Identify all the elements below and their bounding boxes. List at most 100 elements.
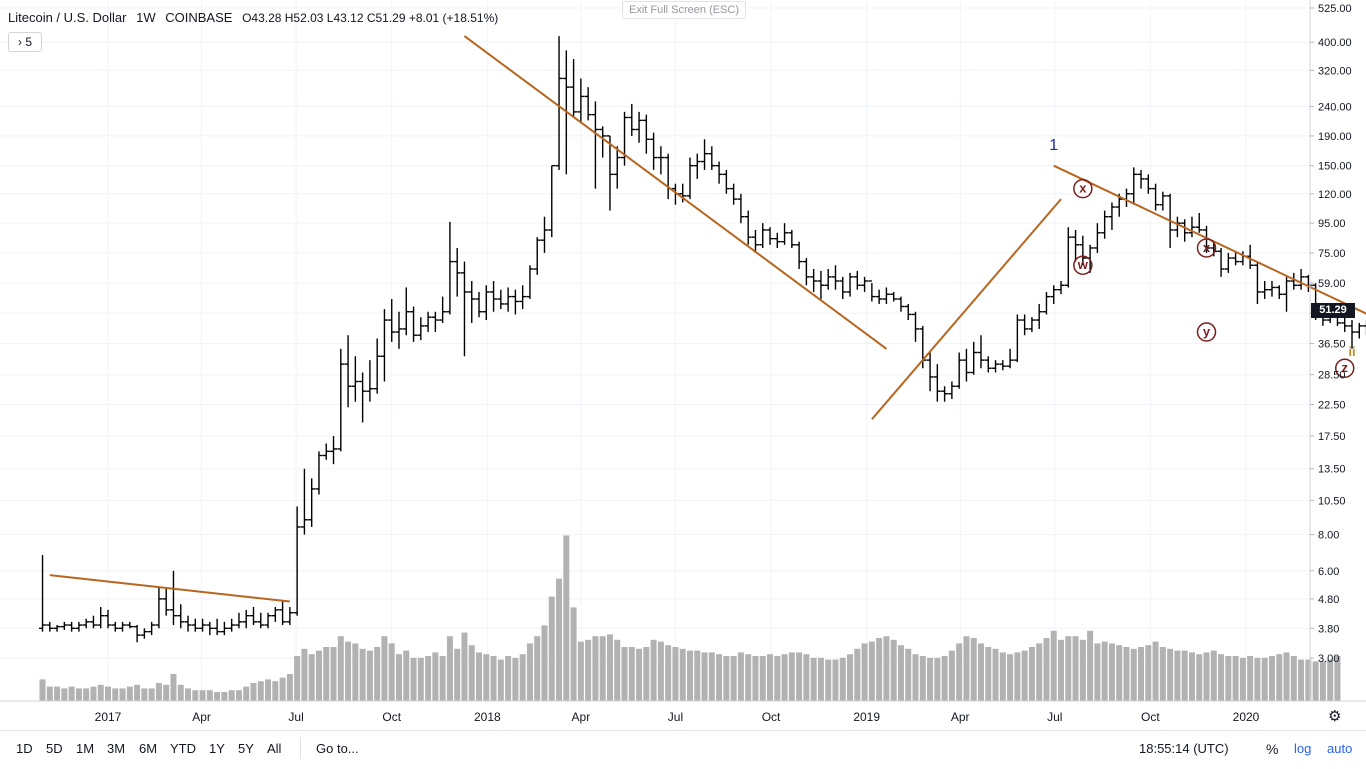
auto-scale-toggle[interactable]: auto (1327, 741, 1353, 756)
ohlc-bar (1297, 269, 1305, 290)
volume-bar (468, 645, 475, 701)
ohlc-bar (97, 607, 105, 629)
volume-bar (490, 656, 497, 701)
range-1d-button[interactable]: 1D (16, 741, 33, 756)
ohlc-bar (293, 506, 301, 616)
volume-bar (1145, 645, 1152, 701)
price-tick-label: 400.00 (1318, 37, 1352, 49)
volume-bar (461, 632, 468, 701)
ohlc-bar (511, 289, 519, 315)
exchange-label: COINBASE (165, 10, 233, 25)
volume-bar (563, 535, 570, 701)
ohlc-bar (162, 588, 170, 616)
volume-bar (374, 647, 381, 701)
range-1m-button[interactable]: 1M (76, 741, 95, 756)
ohlc-bar (1013, 314, 1021, 363)
volume-bar (796, 652, 803, 701)
ohlc-bar (693, 153, 701, 179)
wave-label: y (1203, 324, 1211, 339)
volume-bar (810, 657, 817, 701)
ohlc-bar (621, 111, 629, 166)
volume-bar (1218, 654, 1225, 701)
volume-bar (476, 652, 483, 701)
ohlc-bar (846, 272, 854, 297)
volume-bar (1210, 650, 1217, 701)
ohlc-bar (686, 157, 694, 200)
volume-bar (861, 643, 868, 701)
volume-bar (817, 657, 824, 701)
volume-bar (883, 636, 890, 701)
volume-bar (1283, 652, 1290, 701)
price-tick-label: 150.00 (1318, 161, 1352, 173)
volume-bar (403, 650, 410, 701)
ohlc-bar (519, 285, 527, 310)
price-chart[interactable]: 12xwxyziiiiiiivv 525.00400.00320.00240.0… (0, 0, 1366, 730)
interval-label[interactable]: 1W (136, 10, 156, 25)
range-1y-button[interactable]: 1Y (209, 741, 225, 756)
exit-fullscreen-button[interactable]: Exit Full Screen (ESC) (622, 1, 746, 19)
ohlc-bar (948, 381, 956, 399)
volume-bar (206, 690, 213, 701)
symbol-name[interactable]: Litecoin / U.S. Dollar (8, 10, 127, 25)
volume-bar (199, 690, 206, 701)
ohlc-bar (730, 183, 738, 205)
range-5y-button[interactable]: 5Y (238, 741, 254, 756)
ohlc-bar (657, 146, 665, 175)
volume-bar (46, 686, 53, 701)
ohlc-bar (613, 146, 621, 189)
ohlc-bar (606, 135, 614, 211)
price-tick-label: 8.00 (1318, 530, 1339, 542)
volume-bar (250, 683, 257, 701)
volume-bar (788, 652, 795, 701)
ohlc-bar (992, 360, 1000, 373)
ohlc-bar (497, 289, 505, 310)
time-tick-label: Oct (1141, 710, 1160, 724)
range-6m-button[interactable]: 6M (139, 741, 158, 756)
trendline (49, 574, 290, 603)
indicators-collapse-button[interactable]: › 5 (8, 32, 42, 52)
volume-bar (83, 688, 90, 701)
range-ytd-button[interactable]: YTD (170, 741, 196, 756)
ohlc-bar (1108, 202, 1116, 230)
gear-icon[interactable]: ⚙ (1328, 708, 1342, 725)
ohlc-bar (1232, 251, 1240, 266)
ohlc-bar (1042, 291, 1050, 315)
ohlc-bar (642, 114, 650, 154)
utc-clock[interactable]: 18:55:14 (UTC) (1139, 741, 1229, 756)
ohlc-bar (119, 621, 127, 632)
price-tick-label: 120.00 (1318, 189, 1352, 201)
ohlc-values: O43.28 H52.03 L43.12 C51.29 +8.01 (+18.5… (242, 11, 499, 25)
range-3m-button[interactable]: 3M (107, 741, 126, 756)
volume-bar (1290, 656, 1297, 701)
volume-bar (948, 650, 955, 701)
goto-date-button[interactable]: Go to... (316, 741, 359, 756)
volume-bar (541, 625, 548, 701)
price-tick-label: 59.00 (1318, 278, 1346, 290)
volume-bar (854, 648, 861, 701)
volume-bar (1167, 648, 1174, 701)
time-tick-label: 2020 (1233, 710, 1260, 724)
ohlc-bar (715, 161, 723, 184)
volume-bar (105, 686, 111, 701)
volume-bar (1152, 641, 1159, 701)
ohlc-bar (635, 111, 643, 143)
time-tick-label: Jul (668, 710, 683, 724)
ohlc-bar (1290, 272, 1298, 290)
range-all-button[interactable]: All (267, 741, 282, 756)
volume-bar (730, 656, 737, 701)
ohlc-bar (53, 625, 61, 632)
ohlc-bar (781, 223, 789, 245)
price-tick-label: 3.80 (1318, 623, 1339, 635)
ohlc-bar (1152, 183, 1160, 211)
wave-label: ii (1348, 344, 1355, 359)
log-scale-toggle[interactable]: log (1294, 741, 1312, 756)
volume-bar (1188, 652, 1195, 701)
range-5d-button[interactable]: 5D (46, 741, 63, 756)
volume-bar (1247, 656, 1254, 701)
ohlc-bar (555, 36, 563, 170)
percent-scale-toggle[interactable]: % (1266, 741, 1279, 757)
ohlc-bar (897, 296, 905, 312)
volume-bar (90, 686, 97, 701)
ohlc-bar (540, 216, 548, 253)
price-tick-label: 28.50 (1318, 370, 1346, 382)
